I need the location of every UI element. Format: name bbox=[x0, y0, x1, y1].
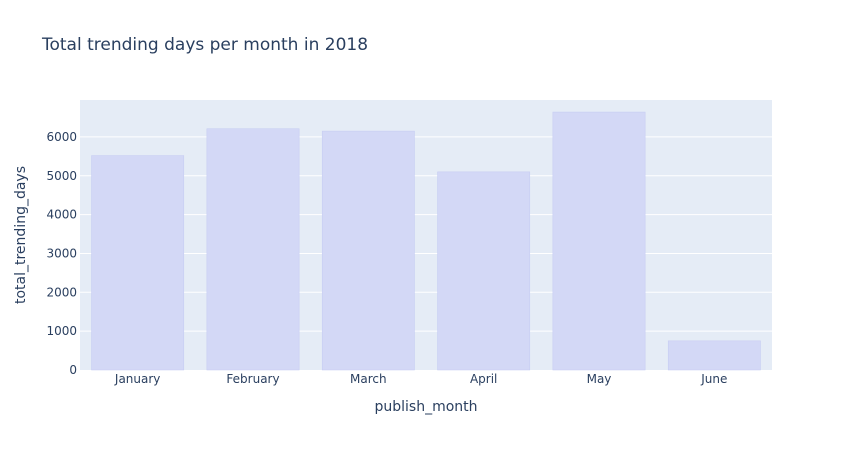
chart-title: Total trending days per month in 2018 bbox=[41, 35, 368, 55]
x-tick-label: April bbox=[470, 372, 497, 386]
x-tick-label: February bbox=[226, 372, 279, 386]
y-tick-label: 1000 bbox=[46, 324, 77, 338]
x-tick-label: January bbox=[114, 372, 161, 386]
x-tick-label: May bbox=[587, 372, 612, 386]
x-axis-label: publish_month bbox=[374, 399, 477, 415]
y-tick-label: 5000 bbox=[46, 169, 77, 183]
y-tick-label: 6000 bbox=[46, 130, 77, 144]
y-tick-label: 3000 bbox=[46, 246, 77, 260]
bar-may[interactable] bbox=[552, 111, 646, 371]
bar-march[interactable] bbox=[321, 130, 415, 371]
bar-january[interactable] bbox=[91, 155, 185, 371]
x-tick-label: June bbox=[700, 372, 727, 386]
bar-june[interactable] bbox=[667, 340, 761, 371]
y-tick-label: 0 bbox=[69, 363, 77, 377]
x-tick-label: March bbox=[350, 372, 387, 386]
x-axis-ticks: January February March April May June bbox=[114, 372, 727, 386]
gridlines bbox=[80, 136, 772, 332]
bars bbox=[91, 111, 761, 371]
y-tick-label: 2000 bbox=[46, 285, 77, 299]
y-tick-label: 4000 bbox=[46, 208, 77, 222]
bar-february[interactable] bbox=[206, 128, 300, 371]
bar-april[interactable] bbox=[437, 171, 531, 371]
y-axis-label: total_trending_days bbox=[13, 166, 29, 304]
y-axis-ticks: 0 1000 2000 3000 4000 5000 6000 bbox=[46, 130, 77, 377]
plot-area bbox=[80, 100, 772, 370]
